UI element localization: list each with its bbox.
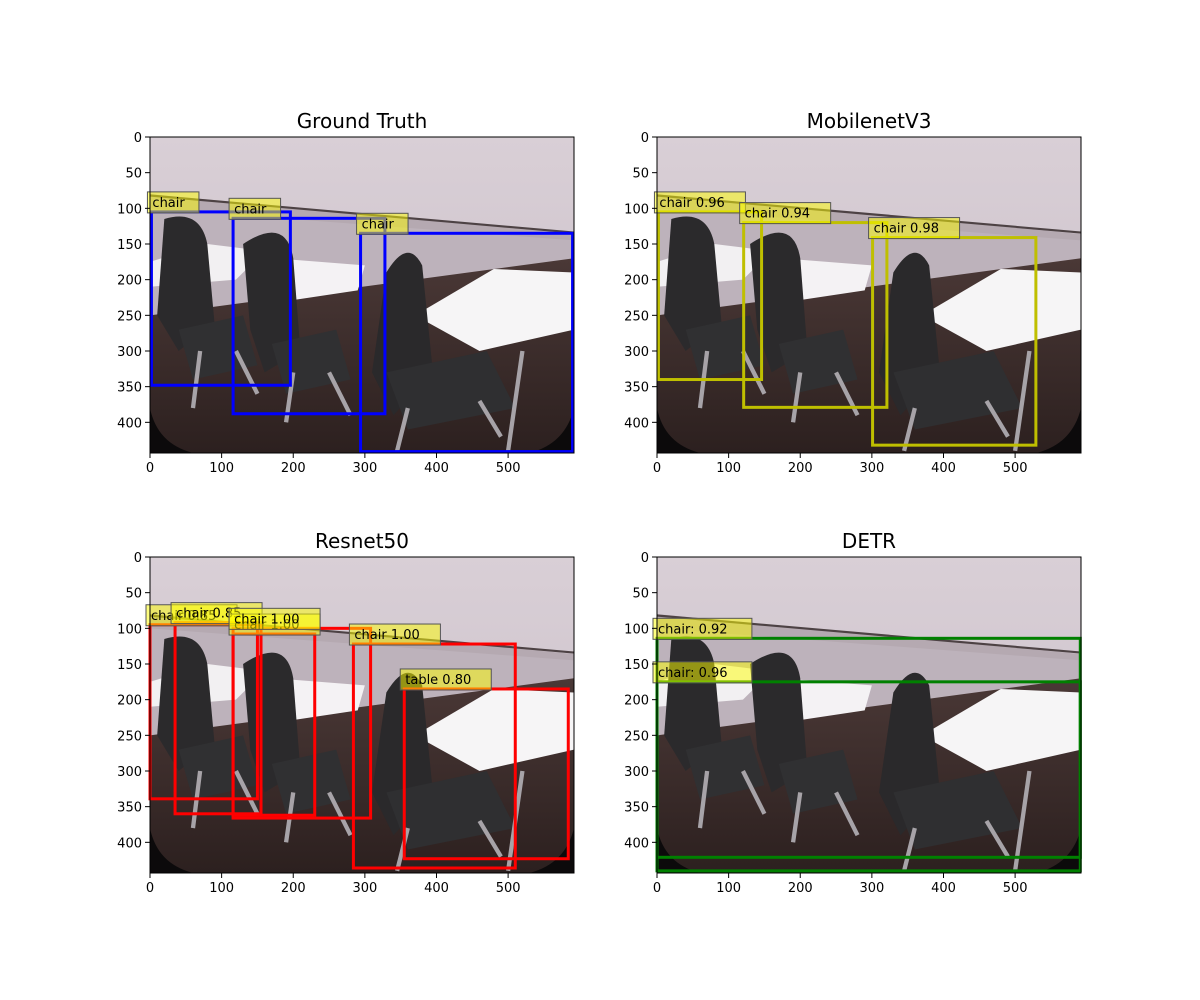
axes-frame bbox=[656, 556, 1082, 874]
x-tick-label: 400 bbox=[424, 461, 449, 476]
scene-image bbox=[657, 137, 1081, 453]
x-tick-label: 0 bbox=[653, 461, 661, 476]
box-label-bg bbox=[652, 661, 753, 684]
x-tick-label: 500 bbox=[1003, 461, 1028, 476]
x-tick-label: 300 bbox=[859, 881, 884, 896]
box-label-bg bbox=[868, 217, 961, 240]
y-tick-label: 100 bbox=[117, 622, 142, 637]
y-tick-label: 350 bbox=[624, 381, 649, 396]
y-tick-label: 50 bbox=[125, 587, 142, 602]
x-tick-label: 200 bbox=[281, 461, 306, 476]
y-tick-label: 350 bbox=[117, 381, 142, 396]
y-tick-label: 150 bbox=[624, 658, 649, 673]
y-tick-label: 400 bbox=[117, 836, 142, 851]
y-tick-label: 0 bbox=[641, 131, 649, 146]
box-label: chair: 0.96 bbox=[658, 666, 728, 681]
box-label: chair 0.98 bbox=[874, 222, 939, 237]
y-tick-label: 350 bbox=[624, 801, 649, 816]
x-tick-label: 0 bbox=[653, 881, 661, 896]
box-label-bg bbox=[399, 668, 492, 691]
x-tick-label: 200 bbox=[788, 881, 813, 896]
box-label-bg bbox=[348, 623, 441, 646]
box-label-bg bbox=[228, 197, 282, 220]
panel-title: DETR bbox=[842, 529, 896, 553]
panel-title: MobilenetV3 bbox=[807, 109, 932, 133]
y-tick-label: 250 bbox=[624, 729, 649, 744]
y-tick-label: 250 bbox=[117, 729, 142, 744]
axes-frame bbox=[656, 136, 1082, 454]
x-tick-label: 200 bbox=[281, 881, 306, 896]
y-tick-label: 50 bbox=[632, 167, 649, 182]
axes-frame bbox=[149, 556, 575, 874]
x-tick-label: 100 bbox=[716, 881, 741, 896]
y-tick-label: 200 bbox=[624, 274, 649, 289]
panel-title: Ground Truth bbox=[297, 109, 428, 133]
x-tick-label: 300 bbox=[352, 461, 377, 476]
y-tick-label: 300 bbox=[117, 765, 142, 780]
x-tick-label: 500 bbox=[496, 881, 521, 896]
y-tick-label: 150 bbox=[117, 658, 142, 673]
box-label: chair bbox=[152, 196, 185, 211]
y-tick-label: 150 bbox=[624, 238, 649, 253]
x-tick-label: 500 bbox=[1003, 881, 1028, 896]
panel-1: Ground Truth chair chair chair 0 100 200 300 400… bbox=[117, 109, 575, 476]
y-tick-label: 100 bbox=[117, 202, 142, 217]
box-label: chair: 0.92 bbox=[658, 622, 728, 637]
y-tick-label: 200 bbox=[624, 694, 649, 709]
bounding-box bbox=[149, 210, 292, 387]
x-tick-label: 400 bbox=[931, 461, 956, 476]
y-tick-label: 0 bbox=[134, 131, 142, 146]
x-tick-label: 200 bbox=[788, 461, 813, 476]
x-tick-label: 400 bbox=[424, 881, 449, 896]
x-tick-label: 300 bbox=[859, 461, 884, 476]
y-tick-label: 100 bbox=[624, 622, 649, 637]
y-tick-label: 150 bbox=[117, 238, 142, 253]
y-tick-label: 0 bbox=[134, 551, 142, 566]
box-label: chair bbox=[234, 202, 267, 217]
y-tick-label: 350 bbox=[117, 801, 142, 816]
x-tick-label: 0 bbox=[146, 461, 154, 476]
scene-image bbox=[657, 557, 1081, 873]
box-label: chair bbox=[362, 217, 395, 232]
y-tick-label: 0 bbox=[641, 551, 649, 566]
y-tick-label: 50 bbox=[632, 587, 649, 602]
y-tick-label: 100 bbox=[624, 202, 649, 217]
y-tick-label: 400 bbox=[624, 416, 649, 431]
y-tick-label: 50 bbox=[125, 167, 142, 182]
box-label-bg bbox=[146, 191, 200, 214]
box-label: table 0.80 bbox=[405, 673, 471, 688]
y-tick-label: 250 bbox=[624, 309, 649, 324]
box-label-bg bbox=[739, 202, 832, 225]
box-label-bg bbox=[228, 607, 321, 630]
box-label-bg bbox=[356, 212, 409, 235]
y-tick-label: 250 bbox=[117, 309, 142, 324]
x-tick-label: 100 bbox=[716, 461, 741, 476]
y-tick-label: 300 bbox=[624, 765, 649, 780]
box-label: chair 0.94 bbox=[745, 207, 810, 222]
box-label: chair 0.96 bbox=[659, 196, 724, 211]
x-tick-label: 0 bbox=[146, 881, 154, 896]
bounding-box bbox=[231, 216, 387, 416]
panel-2: MobilenetV3 chair 0.96 chair 0.94 chair 0.9… bbox=[624, 109, 1082, 476]
x-tick-label: 500 bbox=[496, 461, 521, 476]
box-label: chair 1.00 bbox=[354, 628, 419, 643]
y-tick-label: 400 bbox=[624, 836, 649, 851]
panel-title: Resnet50 bbox=[315, 529, 409, 553]
x-tick-label: 100 bbox=[209, 881, 234, 896]
y-tick-label: 400 bbox=[117, 416, 142, 431]
x-tick-label: 400 bbox=[931, 881, 956, 896]
x-tick-label: 100 bbox=[209, 461, 234, 476]
bounding-box bbox=[359, 231, 575, 454]
panel-4: DETR chair: 0.92 chair: 0.96 0 100 200 300 400 5… bbox=[624, 529, 1082, 896]
y-tick-label: 200 bbox=[117, 274, 142, 289]
box-label: chair 1.00 bbox=[234, 612, 299, 627]
box-label: chair 0.85 bbox=[176, 607, 241, 622]
axes-frame bbox=[149, 136, 575, 454]
x-tick-label: 300 bbox=[352, 881, 377, 896]
y-tick-label: 200 bbox=[117, 694, 142, 709]
y-tick-label: 300 bbox=[117, 345, 142, 360]
y-tick-label: 300 bbox=[624, 345, 649, 360]
